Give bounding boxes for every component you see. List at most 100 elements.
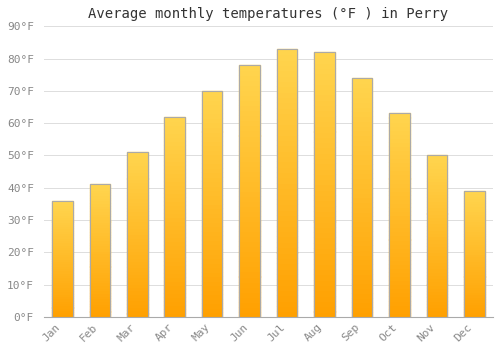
- Bar: [314, 280, 335, 285]
- Bar: [90, 198, 110, 200]
- Bar: [277, 49, 297, 317]
- Bar: [90, 277, 110, 280]
- Bar: [90, 293, 110, 296]
- Bar: [164, 185, 185, 189]
- Bar: [52, 284, 72, 287]
- Bar: [352, 183, 372, 188]
- Bar: [352, 279, 372, 284]
- Bar: [52, 208, 72, 210]
- Bar: [389, 219, 409, 223]
- Bar: [464, 299, 484, 302]
- Bar: [426, 265, 447, 268]
- Bar: [202, 154, 222, 159]
- Bar: [164, 225, 185, 229]
- Bar: [352, 245, 372, 250]
- Bar: [389, 301, 409, 304]
- Bar: [202, 145, 222, 149]
- Bar: [90, 211, 110, 213]
- Bar: [352, 240, 372, 245]
- Bar: [202, 132, 222, 136]
- Bar: [127, 225, 148, 228]
- Bar: [202, 226, 222, 231]
- Bar: [352, 174, 372, 178]
- Bar: [277, 129, 297, 135]
- Bar: [52, 314, 72, 317]
- Bar: [90, 264, 110, 266]
- Bar: [127, 234, 148, 238]
- Bar: [127, 310, 148, 314]
- Bar: [352, 221, 372, 226]
- Bar: [352, 83, 372, 88]
- Bar: [90, 214, 110, 216]
- Bar: [277, 220, 297, 226]
- Bar: [464, 229, 484, 231]
- Bar: [90, 253, 110, 256]
- Bar: [389, 239, 409, 244]
- Bar: [352, 226, 372, 231]
- Bar: [240, 261, 260, 266]
- Bar: [164, 129, 185, 133]
- Bar: [202, 240, 222, 245]
- Bar: [164, 213, 185, 217]
- Bar: [389, 134, 409, 138]
- Bar: [52, 224, 72, 226]
- Bar: [127, 208, 148, 211]
- Bar: [464, 239, 484, 241]
- Bar: [277, 172, 297, 177]
- Bar: [164, 217, 185, 221]
- Bar: [389, 272, 409, 276]
- Bar: [389, 292, 409, 296]
- Bar: [164, 136, 185, 141]
- Bar: [464, 216, 484, 219]
- Bar: [52, 229, 72, 231]
- Bar: [127, 287, 148, 290]
- Bar: [314, 211, 335, 216]
- Bar: [202, 100, 222, 104]
- Bar: [202, 249, 222, 253]
- Bar: [277, 145, 297, 151]
- Bar: [52, 217, 72, 219]
- Bar: [164, 177, 185, 181]
- Bar: [426, 314, 447, 317]
- Bar: [426, 194, 447, 197]
- Bar: [464, 201, 484, 203]
- Bar: [352, 298, 372, 302]
- Bar: [127, 175, 148, 178]
- Bar: [90, 301, 110, 303]
- Bar: [352, 159, 372, 164]
- Bar: [314, 274, 335, 280]
- Bar: [164, 153, 185, 157]
- Bar: [464, 224, 484, 226]
- Bar: [240, 196, 260, 201]
- Bar: [127, 267, 148, 271]
- Bar: [464, 211, 484, 213]
- Bar: [314, 158, 335, 163]
- Bar: [240, 181, 260, 186]
- Bar: [240, 297, 260, 302]
- Bar: [352, 88, 372, 92]
- Bar: [164, 297, 185, 301]
- Bar: [464, 264, 484, 266]
- Bar: [426, 210, 447, 214]
- Bar: [164, 269, 185, 273]
- Bar: [52, 303, 72, 305]
- Bar: [240, 241, 260, 246]
- Bar: [127, 165, 148, 169]
- Bar: [202, 149, 222, 154]
- Bar: [426, 262, 447, 265]
- Bar: [52, 280, 72, 282]
- Bar: [52, 277, 72, 280]
- Bar: [202, 136, 222, 141]
- Bar: [464, 269, 484, 272]
- Bar: [352, 231, 372, 236]
- Bar: [464, 249, 484, 251]
- Bar: [426, 294, 447, 297]
- Bar: [464, 284, 484, 287]
- Bar: [314, 137, 335, 142]
- Bar: [90, 306, 110, 309]
- Bar: [52, 298, 72, 301]
- Bar: [426, 204, 447, 207]
- Bar: [127, 178, 148, 182]
- Bar: [202, 294, 222, 299]
- Bar: [240, 211, 260, 216]
